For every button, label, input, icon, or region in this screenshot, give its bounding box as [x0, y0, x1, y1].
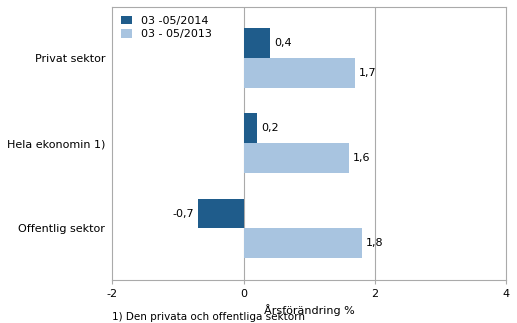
- Bar: [244, 143, 349, 173]
- Text: 1,6: 1,6: [353, 153, 370, 163]
- Text: 0,4: 0,4: [274, 38, 292, 48]
- Text: 1,7: 1,7: [359, 68, 377, 78]
- Bar: [244, 58, 355, 88]
- Legend: 03 -05/2014, 03 - 05/2013: 03 -05/2014, 03 - 05/2013: [118, 13, 216, 43]
- Bar: [197, 199, 244, 228]
- Text: 0,2: 0,2: [261, 123, 278, 133]
- Bar: [244, 113, 257, 143]
- X-axis label: Årsförändring %: Årsförändring %: [264, 304, 355, 316]
- Bar: [244, 28, 270, 58]
- Text: -0,7: -0,7: [172, 209, 194, 219]
- Bar: [244, 228, 362, 258]
- Text: 1) Den privata och offentliga sektorn: 1) Den privata och offentliga sektorn: [112, 312, 305, 322]
- Text: 1,8: 1,8: [366, 238, 384, 248]
